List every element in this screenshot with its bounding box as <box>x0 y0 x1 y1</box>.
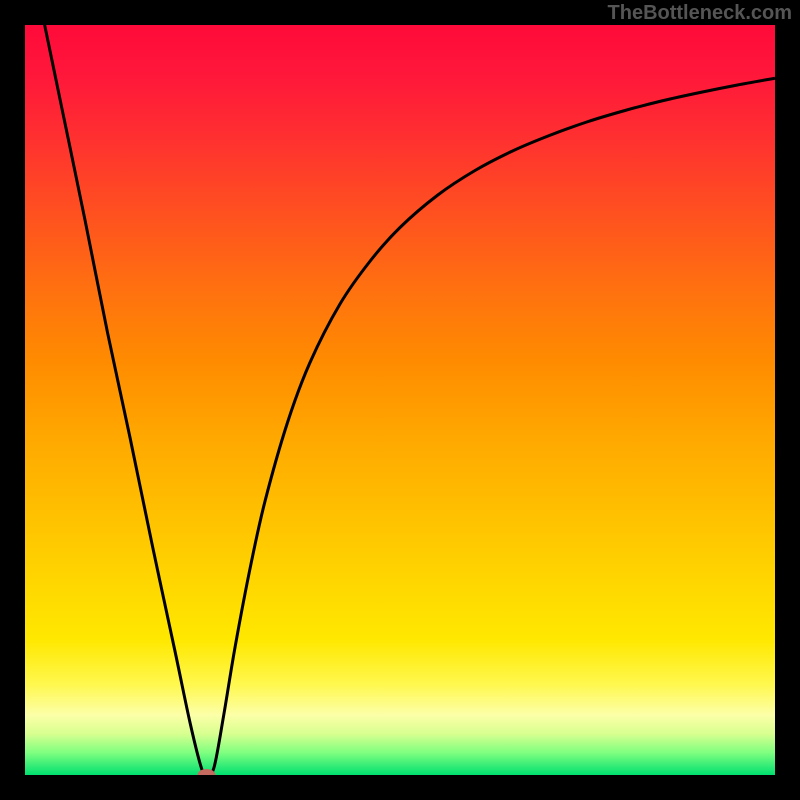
bottleneck-chart <box>0 0 800 800</box>
watermark-text: TheBottleneck.com <box>608 2 792 25</box>
chart-background-gradient <box>25 25 775 775</box>
chart-container: TheBottleneck.com <box>0 0 800 800</box>
